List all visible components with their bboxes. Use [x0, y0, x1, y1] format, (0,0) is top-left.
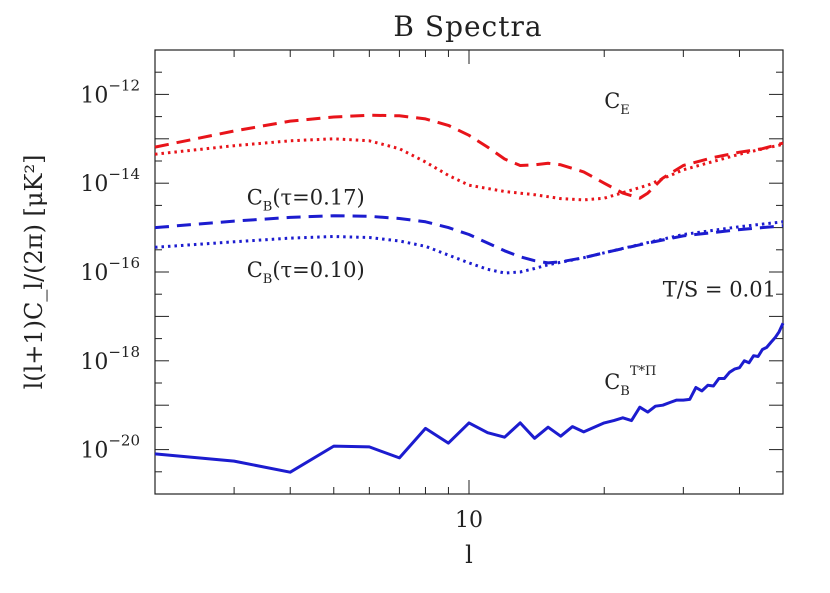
series-group	[154, 113, 785, 474]
y-axis-label: l(l+1)C_l/(2π) [μK²]	[20, 155, 48, 390]
series-line-5-solid	[154, 322, 785, 474]
series-line-3-dashed	[154, 214, 784, 265]
annotation-label: CBT*Π	[604, 364, 656, 399]
y-tick-label: 10−14	[80, 165, 140, 197]
y-tick-label: 10−12	[80, 76, 140, 108]
annotation-label: CB(τ=0.10)	[247, 258, 365, 287]
x-tick-label: 10	[455, 508, 483, 533]
axis-ticks: 10−12 10−14 10−16 10−18 10−20 10	[80, 49, 784, 533]
x-axis-label: l	[465, 541, 473, 569]
chart-title: B Spectra	[393, 10, 542, 43]
y-tick-label: 10−20	[80, 432, 140, 464]
y-tick-label: 10−16	[80, 254, 140, 286]
y-tick-label: 10−18	[80, 343, 140, 375]
annotation-label: CB(τ=0.17)	[247, 186, 365, 215]
series-line-1-dashed	[154, 113, 784, 200]
annotation-label: T/S = 0.01	[663, 278, 776, 302]
annotation-label: CE	[604, 89, 630, 118]
annotations-group: CE CB(τ=0.17) CB(τ=0.10) T/S = 0.01 CBT*Π	[247, 89, 776, 399]
series-line-4-dotted	[154, 220, 784, 275]
